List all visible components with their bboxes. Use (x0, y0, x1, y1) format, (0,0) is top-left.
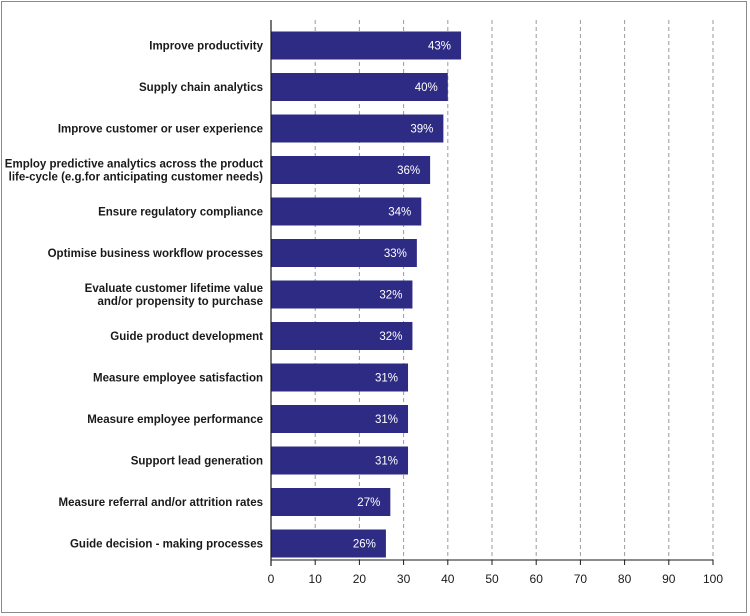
value-label-5: 33% (384, 248, 407, 260)
bar-3 (271, 156, 431, 184)
category-label-line: Improve productivity (149, 41, 263, 53)
category-label-line: Ensure regulatory compliance (98, 207, 263, 219)
category-label-8: Measure employee satisfaction (93, 373, 263, 385)
value-label-2: 39% (410, 124, 433, 136)
value-label-11: 27% (357, 497, 380, 509)
category-label-line: Supply chain analytics (139, 82, 263, 94)
category-label-line: Guide product development (110, 331, 263, 343)
category-label-line: Optimise business workflow processes (48, 248, 263, 260)
category-label-line: Improve customer or user experience (58, 124, 263, 136)
value-label-9: 31% (375, 414, 398, 426)
bar-6 (271, 280, 413, 309)
category-label-line: Measure employee performance (87, 414, 263, 426)
x-tick-label-10: 10 (309, 572, 323, 586)
category-label-1: Supply chain analytics (139, 82, 263, 94)
category-label-10: Support lead generation (131, 456, 263, 468)
bar-10 (271, 446, 409, 475)
category-label-7: Guide product development (110, 331, 263, 343)
category-label-line: Employ predictive analytics across the p… (5, 159, 263, 171)
category-label-9: Measure employee performance (87, 414, 263, 426)
category-label-line: Guide decision - making processes (70, 539, 263, 551)
category-label-4: Ensure regulatory compliance (98, 207, 263, 219)
value-label-1: 40% (415, 82, 438, 94)
category-labels: Improve productivity Supply chain analyti… (5, 41, 264, 551)
category-label-5: Optimise business workflow processes (48, 248, 263, 260)
category-label-2: Improve customer or user experience (58, 124, 263, 136)
bar-11 (271, 488, 391, 516)
bar-4 (271, 197, 422, 226)
value-label-12: 26% (353, 539, 376, 551)
category-label-line: and/or propensity to purchase (98, 296, 264, 308)
category-label-6: Evaluate customer lifetime value and/or p… (85, 283, 263, 308)
value-labels: 43% 40% 39% 36% 34% 33% 32% 32% 31% 31% 31% 27% 26% (353, 41, 451, 551)
value-label-3: 36% (397, 165, 420, 177)
bar-12 (271, 529, 386, 558)
bar-2 (271, 114, 444, 143)
value-label-0: 43% (428, 41, 451, 53)
category-label-line: Support lead generation (131, 456, 263, 468)
bar-8 (271, 363, 409, 392)
category-label-line: life-cycle (e.g.for anticipating custome… (9, 172, 264, 184)
x-tick-label-70: 70 (574, 572, 588, 586)
bar-9 (271, 405, 409, 433)
bar-7 (271, 322, 413, 350)
x-axis: 0 10 20 30 40 50 60 70 80 90 100 (268, 20, 723, 586)
value-label-8: 31% (375, 373, 398, 385)
x-tick-label-30: 30 (397, 572, 411, 586)
category-label-line: Measure referral and/or attrition rates (58, 497, 263, 509)
value-label-4: 34% (388, 207, 411, 219)
category-label-12: Guide decision - making processes (70, 539, 263, 551)
category-label-line: Evaluate customer lifetime value (85, 283, 263, 295)
category-label-3: Employ predictive analytics across the p… (5, 159, 263, 184)
value-label-10: 31% (375, 456, 398, 468)
value-label-6: 32% (379, 290, 402, 302)
value-label-7: 32% (379, 331, 402, 343)
x-tick-label-50: 50 (485, 572, 499, 586)
bar-5 (271, 239, 417, 267)
category-label-line: Measure employee satisfaction (93, 373, 263, 385)
bars (271, 31, 462, 558)
bar-1 (271, 73, 448, 101)
category-label-0: Improve productivity (149, 41, 263, 53)
x-tick-label-80: 80 (618, 572, 632, 586)
category-label-11: Measure referral and/or attrition rates (58, 497, 263, 509)
x-tick-label-60: 60 (530, 572, 544, 586)
x-tick-label-20: 20 (353, 572, 367, 586)
x-tick-label-40: 40 (441, 572, 455, 586)
bar-0 (271, 31, 462, 60)
x-tick-label-90: 90 (662, 572, 676, 586)
x-tick-label-0: 0 (268, 572, 275, 586)
x-tick-label-100: 100 (703, 572, 723, 586)
